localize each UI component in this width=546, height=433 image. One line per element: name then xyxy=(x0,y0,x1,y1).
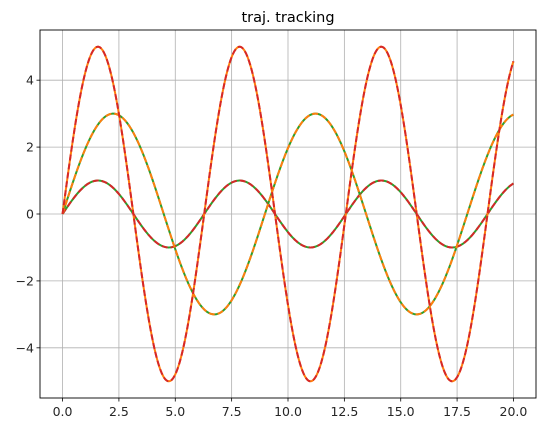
series-line-4 xyxy=(61,112,514,316)
x-tick-label: 5.0 xyxy=(165,404,185,419)
y-axis: −4 −2 0 2 4 xyxy=(16,73,40,355)
x-tick-label: 10.0 xyxy=(274,404,302,419)
x-tick-label: 20.0 xyxy=(500,404,528,419)
x-tick-label: 17.5 xyxy=(443,404,471,419)
series-line-2 xyxy=(61,179,514,249)
chart-title: traj. tracking xyxy=(241,10,334,26)
y-tick-label: 0 xyxy=(26,207,34,222)
y-tick-label: 2 xyxy=(26,140,34,155)
series-line-6 xyxy=(61,45,515,383)
x-tick-label: 7.5 xyxy=(222,404,242,419)
y-tick-label: 4 xyxy=(26,73,34,88)
y-tick-label: −2 xyxy=(16,273,34,288)
x-tick-label: 2.5 xyxy=(109,404,129,419)
y-tick-label: −4 xyxy=(16,340,34,355)
x-tick-label: 0.0 xyxy=(53,404,73,419)
x-axis: 0.0 2.5 5.0 7.5 10.0 12.5 15.0 17.5 20.0 xyxy=(53,398,528,419)
x-tick-label: 15.0 xyxy=(387,404,415,419)
x-tick-label: 12.5 xyxy=(330,404,358,419)
series-lines xyxy=(61,45,515,383)
